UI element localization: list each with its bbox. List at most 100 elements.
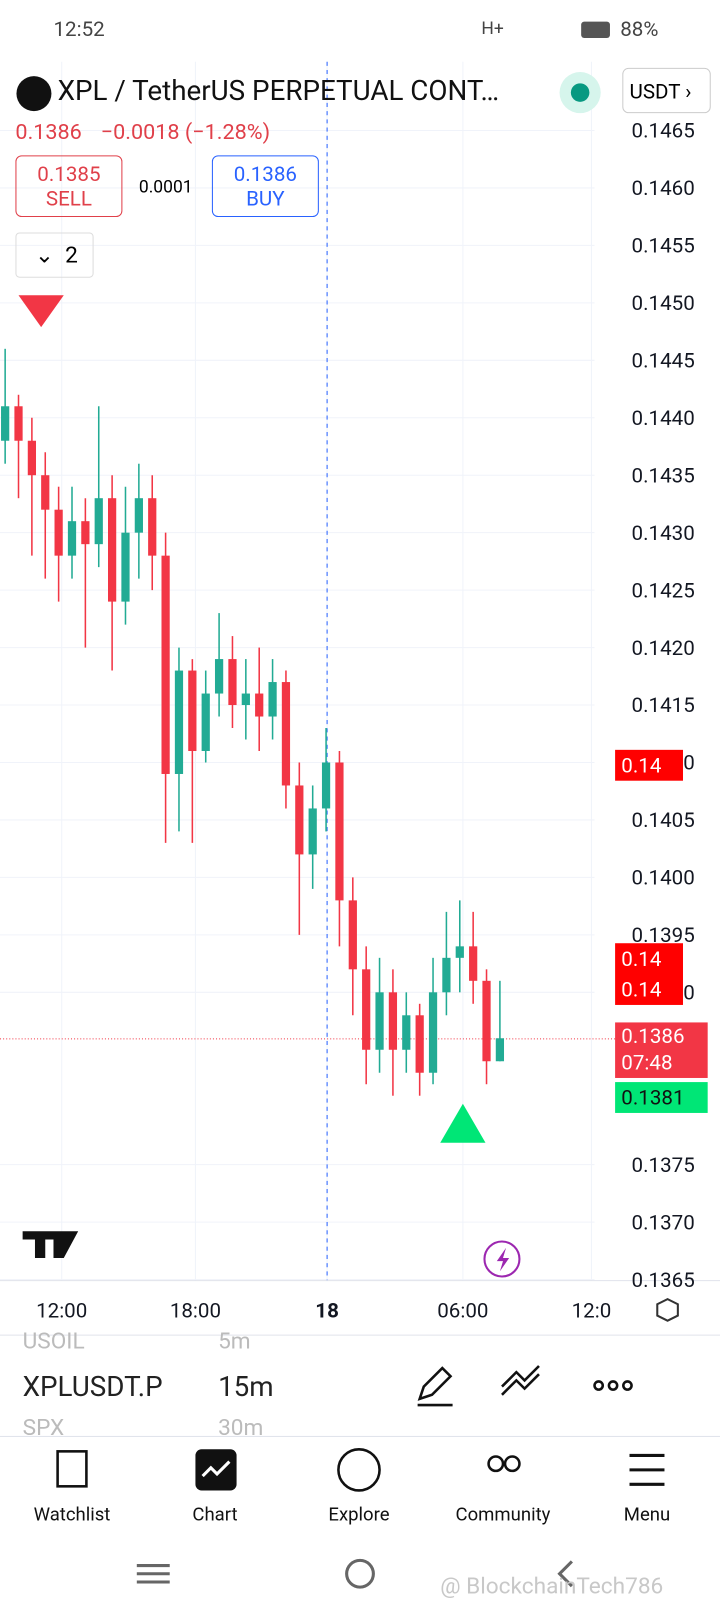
candle-body — [41, 475, 50, 510]
candle-body — [54, 509, 63, 556]
candle-body — [442, 957, 451, 993]
sell-signal — [18, 295, 64, 328]
candle-body — [94, 498, 103, 545]
candle-body — [482, 980, 491, 1062]
spread: 0.0001 — [138, 176, 193, 198]
community-icon — [487, 1455, 505, 1473]
candle-body — [214, 659, 224, 694]
candle-body — [108, 498, 117, 602]
candle-body — [255, 693, 264, 717]
candle-body — [295, 785, 304, 855]
prev-interval: 5m — [218, 1328, 251, 1355]
recents-button[interactable] — [136, 1563, 170, 1584]
price-tag: 0.1381 — [615, 1082, 708, 1113]
candle-body — [14, 406, 23, 441]
indicators-count: 2 — [65, 242, 78, 269]
alert-icon[interactable] — [483, 1240, 521, 1278]
y-tick-label: 0.1430 — [632, 522, 695, 546]
more-dot — [607, 1380, 619, 1391]
battery-icon — [581, 21, 610, 39]
candle-body — [469, 946, 478, 981]
nav-community[interactable]: Community — [455, 1503, 551, 1526]
settings-icon[interactable] — [656, 1297, 679, 1322]
buy-button[interactable]: 0.1386 BUY — [211, 155, 319, 218]
candle-body — [428, 992, 438, 1073]
system-nav — [136, 1558, 573, 1589]
clock: 12:52 — [53, 16, 105, 42]
y-tick-label: 0.1415 — [632, 694, 695, 718]
candle-body — [174, 670, 184, 774]
candle-body — [281, 682, 291, 786]
candle-body — [161, 555, 170, 774]
divider — [0, 1435, 720, 1437]
more-dot — [622, 1380, 633, 1391]
currency-select[interactable]: USDT › — [622, 67, 711, 114]
y-tick-label: 0.1445 — [632, 350, 695, 374]
candle-body — [27, 440, 37, 476]
buy-label: BUY — [246, 186, 285, 211]
candle-body — [201, 693, 210, 751]
candle-body — [67, 521, 77, 556]
candle-body — [188, 670, 197, 751]
y-tick-label: 0.1370 — [632, 1211, 695, 1235]
candle-body — [402, 1015, 411, 1050]
price-tag: 0.14 — [621, 946, 662, 971]
more-dot[interactable] — [593, 1380, 605, 1391]
y-tick-label: 0.1465 — [632, 120, 695, 144]
nav-explore[interactable]: Explore — [328, 1503, 390, 1526]
x-tick-label: 18:00 — [170, 1300, 221, 1324]
current-price-tag: 0.1386 07:48 — [615, 1022, 708, 1078]
y-tick-label: 0.1450 — [632, 292, 695, 316]
draw-icon[interactable] — [417, 1366, 453, 1407]
candle-body — [121, 532, 130, 602]
y-tick-label: 0.1440 — [632, 407, 695, 431]
tv-logo — [22, 1231, 79, 1258]
chart-glyph — [201, 1460, 231, 1478]
plot: 0.1465 0.1460 0.1455 0.1450 0.1445 0.1440 0.14… — [1, 120, 695, 1324]
y-tick-label: 0.1420 — [632, 637, 695, 661]
symbol-logo — [16, 76, 52, 112]
y-tick-label: 0.1435 — [632, 464, 695, 488]
candle-body — [335, 762, 344, 901]
candle-body — [134, 498, 143, 533]
y-tick-label: 0.1375 — [632, 1154, 695, 1178]
candle-body — [455, 946, 464, 958]
nav-watchlist[interactable]: Watchlist — [33, 1503, 111, 1526]
y-tick-label: 0.1455 — [632, 235, 695, 259]
toolbar-icons — [417, 1365, 633, 1407]
nav-menu[interactable]: Menu — [623, 1503, 671, 1526]
network: H+ — [481, 18, 504, 40]
back-button[interactable] — [557, 1560, 573, 1588]
sell-label: SELL — [45, 186, 92, 211]
nav-chart[interactable]: Chart — [192, 1503, 238, 1526]
indicators-toggle[interactable]: ⌄ 2 — [15, 232, 94, 278]
candle-body — [308, 808, 317, 855]
watchlist-icon — [56, 1450, 88, 1488]
interval[interactable]: 15m — [218, 1370, 274, 1404]
price-tag: 0.1386 — [621, 1023, 685, 1049]
nav-icons — [56, 1448, 665, 1492]
candle-body — [268, 682, 277, 717]
x-tick-label: 06:00 — [437, 1300, 488, 1324]
explore-icon — [337, 1448, 381, 1492]
bolt — [496, 1247, 510, 1272]
symbol-title[interactable]: XPL / TetherUS PERPETUAL CONT… — [57, 74, 500, 107]
candle-body — [495, 1038, 505, 1062]
x-tick-label: 12:0 — [572, 1300, 612, 1324]
prev-symbol: USOIL — [22, 1328, 85, 1355]
menu-icon — [629, 1453, 665, 1486]
indicator-icon[interactable] — [501, 1365, 540, 1396]
candle-body — [321, 762, 331, 809]
currency: USDT — [629, 79, 681, 104]
sell-button[interactable]: 0.1385 SELL — [15, 155, 123, 218]
home-button[interactable] — [345, 1558, 375, 1589]
symbol[interactable]: XPLUSDT.P — [22, 1370, 163, 1404]
candle-body — [388, 992, 398, 1050]
candle-body — [241, 693, 250, 706]
buy-signal — [440, 1103, 486, 1143]
y-tick-label: 0.1400 — [632, 867, 695, 891]
buy-price: 0.1386 — [233, 161, 297, 187]
market-status — [559, 72, 601, 114]
candle-body — [375, 992, 384, 1050]
